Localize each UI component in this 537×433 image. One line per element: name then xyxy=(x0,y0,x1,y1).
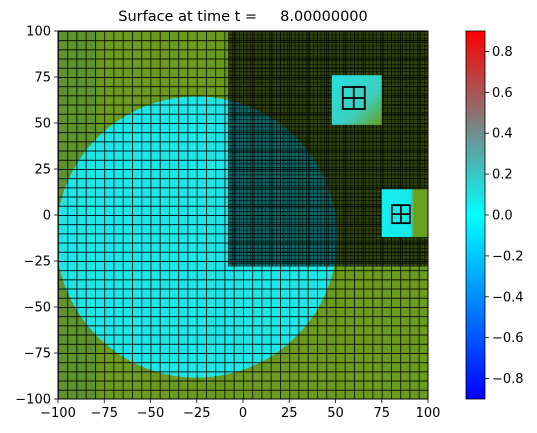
colorbar-tick-label: −0.2 xyxy=(492,249,524,264)
y-tick-label: 75 xyxy=(34,71,51,86)
fine-patch-2 xyxy=(381,189,428,238)
colorbar-tick-label: 0.2 xyxy=(492,168,513,183)
colorbar-tick-label: 0.4 xyxy=(492,127,513,142)
colorbar-tick-label: 0.8 xyxy=(492,45,513,60)
chart-title: Surface at time t = 8.00000000 xyxy=(118,9,368,25)
x-tick-label: −25 xyxy=(183,406,210,421)
fine-patch-1 xyxy=(331,75,382,125)
y-tick-label: −100 xyxy=(15,393,51,408)
colorbar: −0.8 −0.6 −0.4 −0.2 0.0 0.2 0.4 0.6 0.8 xyxy=(465,30,524,400)
colorbar-gradient xyxy=(465,30,486,400)
colorbar-tick-label: −0.6 xyxy=(492,331,524,346)
x-tick-label: −100 xyxy=(40,406,76,421)
y-tick-label: 0 xyxy=(43,209,51,224)
x-tick-label: −50 xyxy=(137,406,164,421)
colorbar-tick-label: 0.0 xyxy=(492,209,513,224)
fine-patch-fill xyxy=(331,75,382,125)
x-tick-label: 75 xyxy=(373,406,390,421)
y-tick-label: 25 xyxy=(34,163,51,178)
y-tick-label: −50 xyxy=(24,301,51,316)
colorbar-tick-label: −0.8 xyxy=(492,372,524,387)
y-tick-label: 100 xyxy=(26,25,51,40)
colorbar-ticks: −0.8 −0.6 −0.4 −0.2 0.0 0.2 0.4 0.6 0.8 xyxy=(485,45,524,387)
x-axis: −100 −75 −50 −25 0 25 50 75 100 xyxy=(40,399,440,421)
x-tick-label: −75 xyxy=(91,406,118,421)
plot-area xyxy=(58,31,428,399)
y-axis: −100 −75 −50 −25 0 25 50 75 100 xyxy=(15,25,58,408)
y-tick-label: 50 xyxy=(34,117,51,132)
x-tick-label: 25 xyxy=(281,406,298,421)
y-tick-label: −75 xyxy=(24,347,51,362)
x-tick-label: 0 xyxy=(239,406,247,421)
x-tick-label: 100 xyxy=(416,406,441,421)
colorbar-tick-label: 0.6 xyxy=(492,86,513,101)
y-tick-label: −25 xyxy=(24,255,51,270)
colorbar-tick-label: −0.4 xyxy=(492,290,524,305)
fine-patch-fill xyxy=(381,189,428,238)
fine-patches xyxy=(331,75,428,238)
x-tick-label: 50 xyxy=(327,406,344,421)
